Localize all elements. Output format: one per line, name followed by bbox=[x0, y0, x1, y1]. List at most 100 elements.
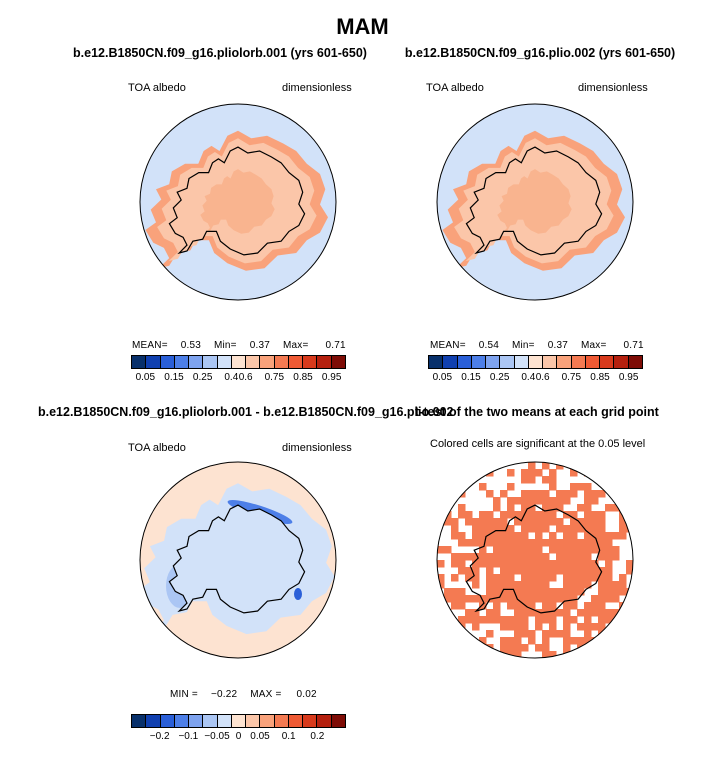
colorbar-swatch bbox=[246, 356, 261, 368]
significant-cell bbox=[542, 476, 550, 484]
significant-cell bbox=[556, 462, 564, 470]
significant-cell bbox=[451, 595, 459, 603]
significant-cell bbox=[451, 588, 459, 596]
significant-cell bbox=[563, 567, 571, 575]
significant-cell bbox=[598, 644, 606, 652]
significant-cell bbox=[451, 525, 459, 533]
significant-cell bbox=[528, 560, 536, 568]
significant-cell bbox=[493, 651, 501, 658]
significant-cell bbox=[528, 504, 536, 512]
significant-cell bbox=[605, 560, 613, 568]
significant-cell bbox=[535, 469, 543, 477]
significant-cell bbox=[486, 525, 494, 533]
significant-cell bbox=[493, 595, 501, 603]
colorbar-tick-label: 0 bbox=[235, 731, 242, 742]
significant-cell bbox=[591, 574, 599, 582]
significant-cell bbox=[591, 532, 599, 540]
significant-cell bbox=[528, 490, 536, 498]
significant-cell bbox=[591, 623, 599, 631]
significant-cell bbox=[535, 581, 543, 589]
significant-cell bbox=[514, 644, 522, 652]
significant-cell bbox=[605, 504, 613, 512]
significant-cell bbox=[465, 518, 473, 526]
panel1-variable-label: TOA albedo bbox=[128, 82, 186, 94]
significant-cell bbox=[549, 476, 557, 484]
significant-cell bbox=[507, 574, 515, 582]
significant-cell bbox=[556, 490, 564, 498]
significant-cell bbox=[486, 616, 494, 624]
significant-cell bbox=[486, 539, 494, 547]
significant-cell bbox=[535, 595, 543, 603]
colorbar-tick-label: 0.25 bbox=[192, 372, 213, 383]
colorbar-swatch bbox=[146, 715, 161, 727]
significant-cell bbox=[458, 462, 466, 470]
significant-cell bbox=[507, 616, 515, 624]
significant-cell bbox=[507, 504, 515, 512]
colorbar-tick-label: 0.05 bbox=[432, 372, 453, 383]
panel2-title: b.e12.B1850CN.f09_g16.plio.002 (yrs 601-… bbox=[404, 46, 676, 60]
colorbar-tick-label: 0.6 bbox=[535, 372, 550, 383]
significant-cell bbox=[570, 595, 578, 603]
significant-cell bbox=[626, 602, 633, 610]
significant-cell bbox=[437, 483, 445, 491]
panel4-subtitle: Colored cells are significant at the 0.0… bbox=[430, 438, 646, 450]
significant-cell bbox=[500, 560, 508, 568]
significant-cell bbox=[591, 602, 599, 610]
significant-cell bbox=[458, 560, 466, 568]
colorbar-swatch bbox=[331, 356, 345, 368]
significant-cell bbox=[577, 623, 585, 631]
significant-cell bbox=[563, 595, 571, 603]
significant-cell bbox=[472, 595, 480, 603]
significant-cell bbox=[577, 525, 585, 533]
significant-cell bbox=[465, 616, 473, 624]
max-label: Max= bbox=[282, 340, 309, 351]
significant-cell bbox=[486, 609, 494, 617]
significant-cell bbox=[591, 497, 599, 505]
significant-cell bbox=[493, 553, 501, 561]
significant-cell bbox=[549, 567, 557, 575]
significant-cell bbox=[605, 539, 613, 547]
significant-cell bbox=[598, 511, 606, 519]
significant-cell bbox=[437, 630, 445, 638]
significant-cell bbox=[626, 469, 633, 477]
significant-cell bbox=[577, 651, 585, 658]
significant-cell bbox=[598, 546, 606, 554]
significant-cell bbox=[514, 497, 522, 505]
significant-cell bbox=[626, 462, 633, 470]
significant-cell bbox=[507, 560, 515, 568]
significant-cell bbox=[626, 651, 633, 658]
significant-cell bbox=[591, 609, 599, 617]
significant-cell bbox=[612, 637, 620, 645]
significant-cell bbox=[479, 518, 487, 526]
min-value: 0.37 bbox=[249, 340, 270, 351]
significant-cell bbox=[598, 518, 606, 526]
significant-cell bbox=[528, 497, 536, 505]
significant-cell bbox=[605, 581, 613, 589]
significant-cell bbox=[500, 595, 508, 603]
coastline bbox=[465, 146, 603, 256]
significant-cell bbox=[619, 616, 627, 624]
significant-cell bbox=[535, 532, 543, 540]
colorbar-swatch bbox=[274, 715, 289, 727]
map-border bbox=[139, 103, 337, 301]
significant-cell bbox=[626, 630, 633, 638]
significant-cell bbox=[521, 630, 529, 638]
colorbar-swatch bbox=[217, 356, 232, 368]
significant-cell bbox=[521, 616, 529, 624]
significant-cell bbox=[542, 511, 550, 519]
significant-cell bbox=[591, 560, 599, 568]
significant-cell bbox=[570, 518, 578, 526]
significant-cell bbox=[577, 539, 585, 547]
significant-cell bbox=[507, 588, 515, 596]
significant-cell bbox=[479, 602, 487, 610]
significant-cell bbox=[514, 602, 522, 610]
significant-cell bbox=[605, 609, 613, 617]
significant-cell bbox=[605, 588, 613, 596]
significant-cell bbox=[584, 504, 592, 512]
significant-cell bbox=[472, 539, 480, 547]
panel3-colorbar bbox=[131, 714, 346, 728]
significant-cell bbox=[556, 560, 564, 568]
significant-cell bbox=[493, 574, 501, 582]
significant-cell bbox=[591, 525, 599, 533]
significant-cell bbox=[549, 623, 557, 631]
